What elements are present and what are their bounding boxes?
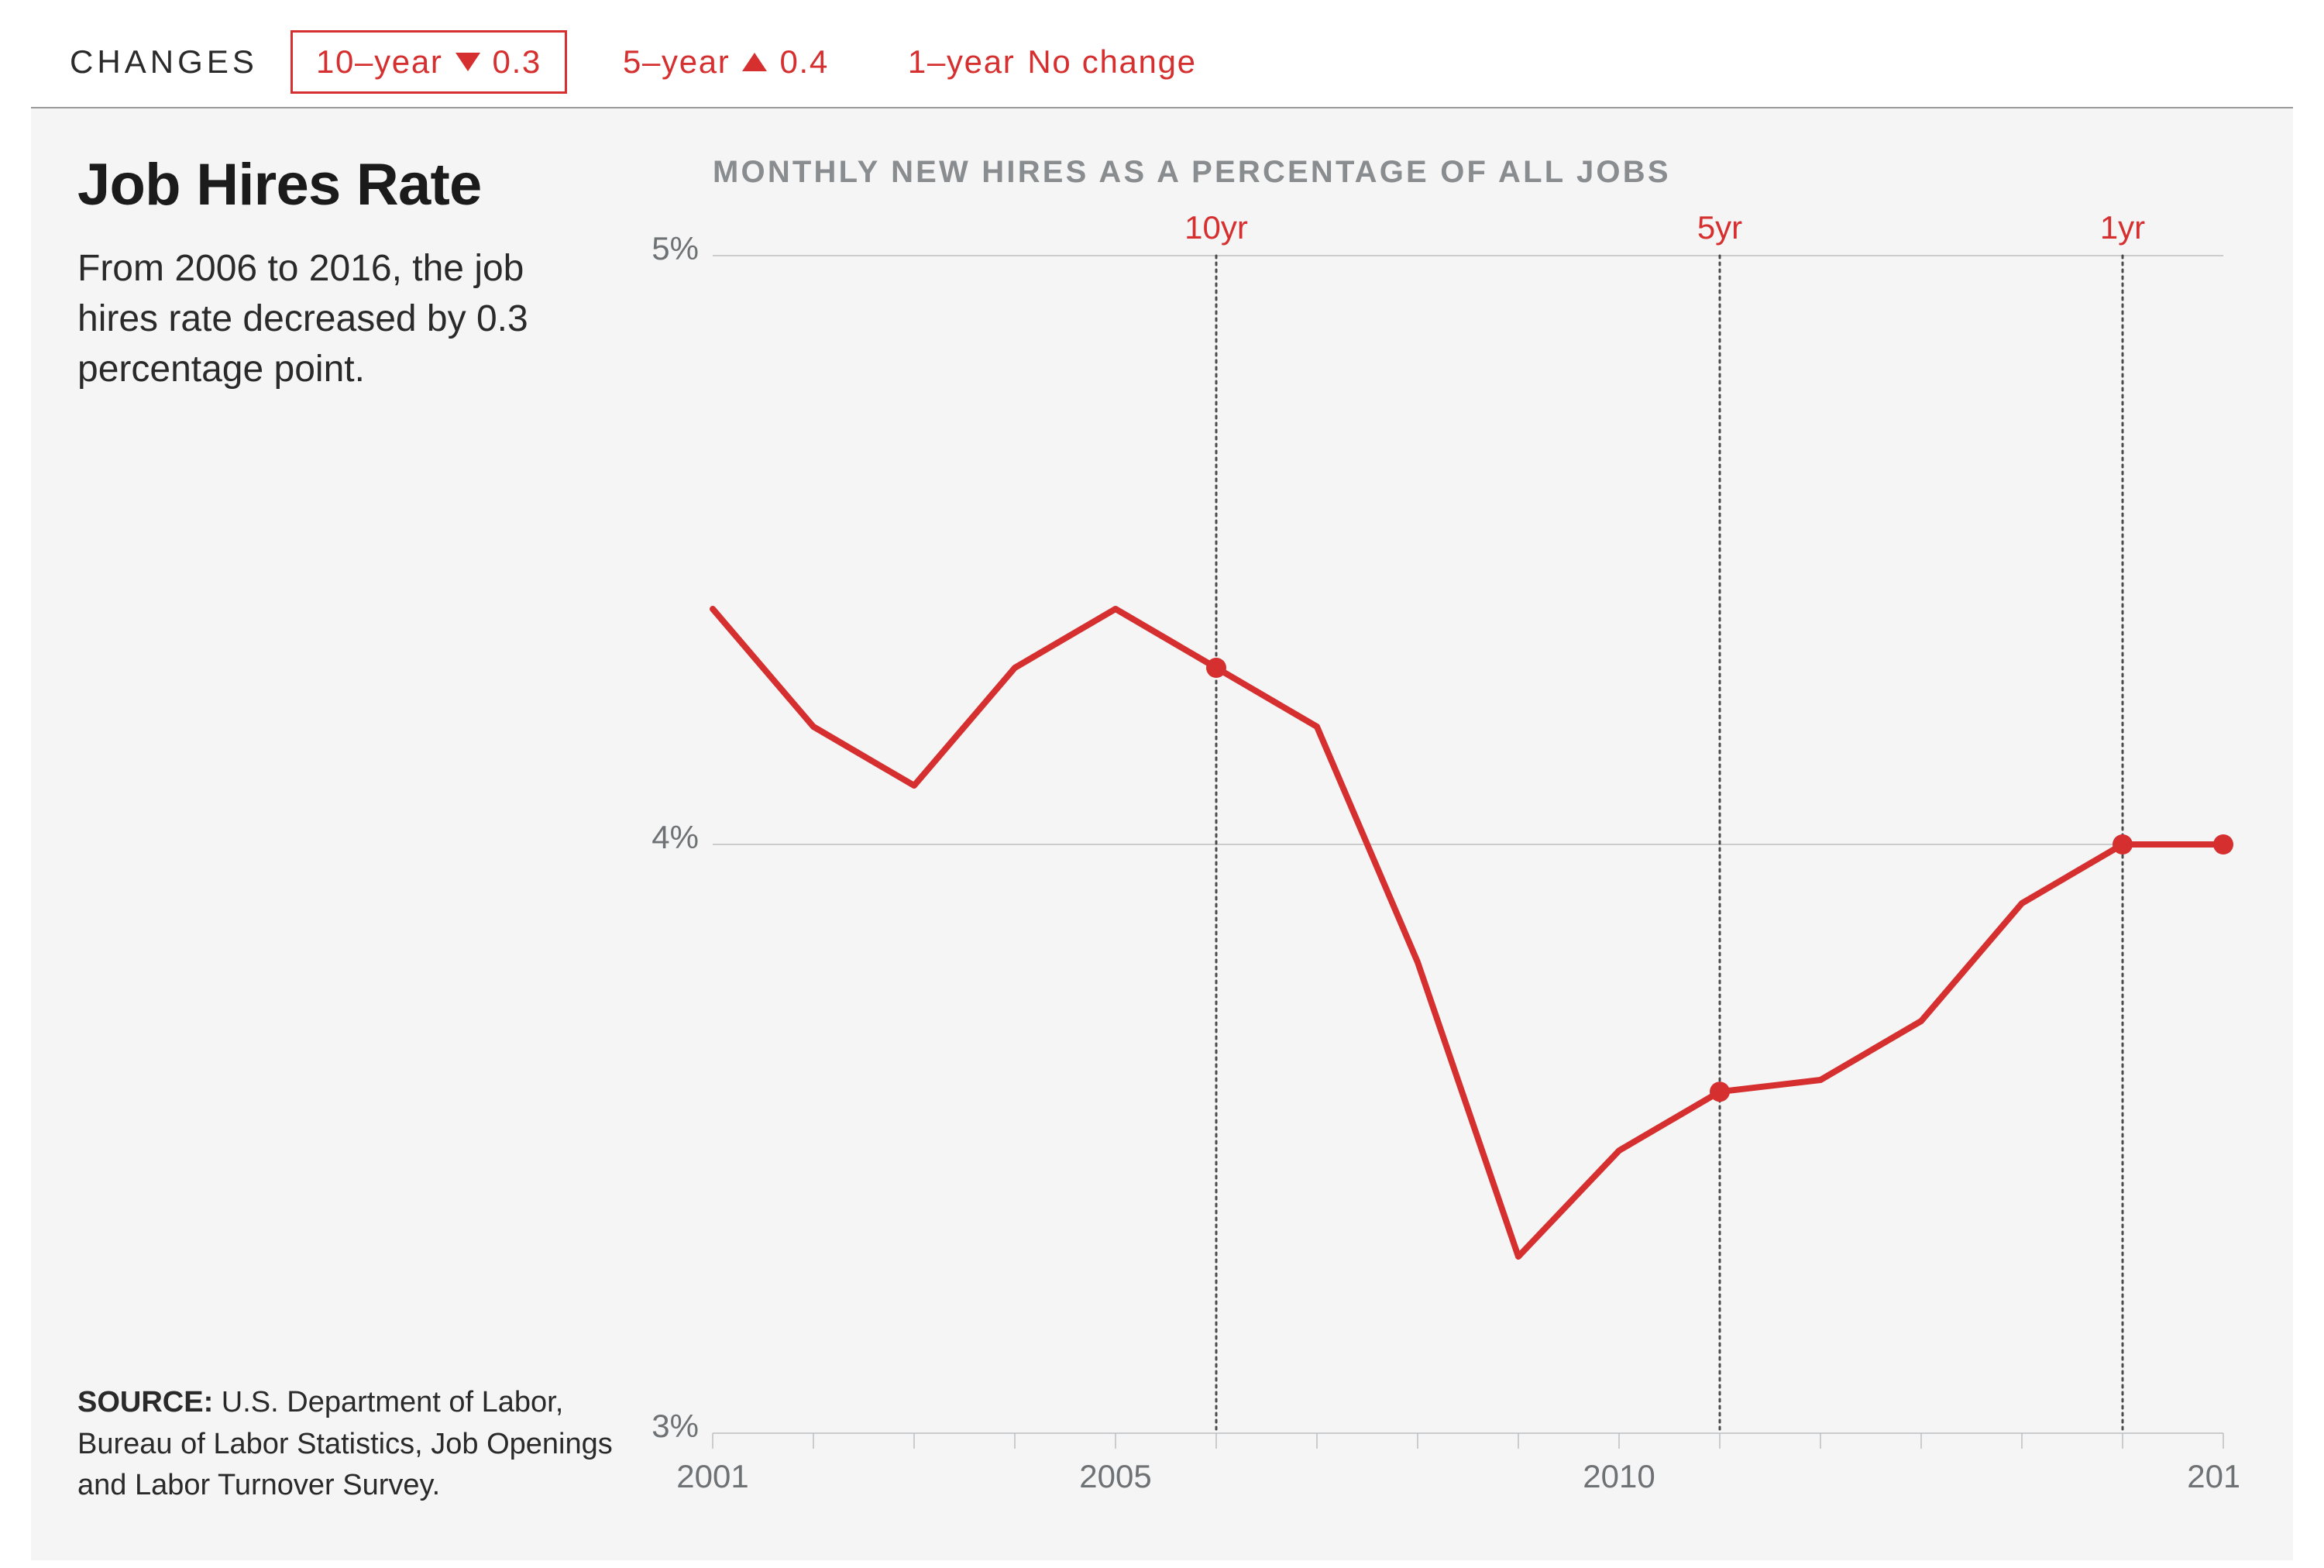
svg-text:2016: 2016 xyxy=(2187,1458,2239,1494)
svg-text:1yr: 1yr xyxy=(2100,209,2145,246)
change-period: 5–year xyxy=(623,43,731,81)
change-chip-5yr[interactable]: 5–year 0.4 xyxy=(600,33,852,91)
page: CHANGES 10–year 0.3 5–year 0.4 1–year No… xyxy=(0,0,2324,1568)
change-value: No change xyxy=(1027,43,1196,81)
change-chip-1yr[interactable]: 1–year No change xyxy=(885,33,1220,91)
svg-text:2010: 2010 xyxy=(1583,1458,1655,1494)
change-value: 0.3 xyxy=(493,43,541,81)
figure-title: Job Hires Rate xyxy=(77,151,482,218)
svg-text:3%: 3% xyxy=(651,1408,699,1444)
svg-text:5yr: 5yr xyxy=(1697,209,1742,246)
change-chip-10yr[interactable]: 10–year 0.3 xyxy=(290,30,567,94)
svg-text:2005: 2005 xyxy=(1079,1458,1151,1494)
svg-text:5%: 5% xyxy=(651,230,699,266)
svg-text:10yr: 10yr xyxy=(1184,209,1248,246)
figure-panel: Job Hires Rate From 2006 to 2016, the jo… xyxy=(31,108,2293,1560)
svg-text:4%: 4% xyxy=(651,819,699,855)
change-period: 10–year xyxy=(316,43,443,81)
change-period: 1–year xyxy=(908,43,1016,81)
line-chart: 3% 4% 5% 2001 2005 2010 2016 10yr 5yr 1yr xyxy=(627,178,2239,1503)
changes-bar: CHANGES 10–year 0.3 5–year 0.4 1–year No… xyxy=(39,23,2293,101)
source-note: SOURCE: U.S. Department of Labor, Bureau… xyxy=(77,1382,620,1506)
changes-label: CHANGES xyxy=(39,43,258,81)
change-value: 0.4 xyxy=(779,43,828,81)
svg-text:2001: 2001 xyxy=(676,1458,748,1494)
triangle-up-icon xyxy=(742,53,767,71)
figure-subtitle: From 2006 to 2016, the job hires rate de… xyxy=(77,244,558,394)
source-label: SOURCE: xyxy=(77,1386,213,1418)
triangle-down-icon xyxy=(456,53,480,71)
